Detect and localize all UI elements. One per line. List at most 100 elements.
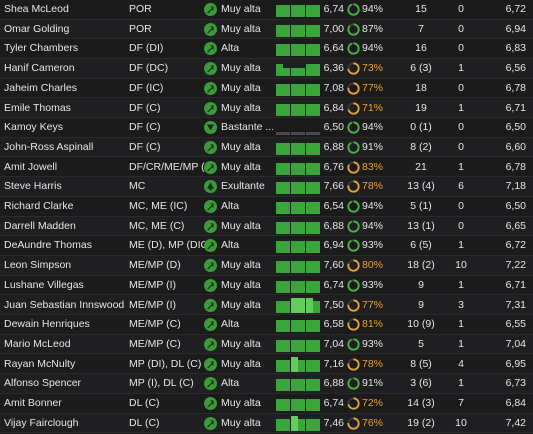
form-bar xyxy=(283,418,291,431)
appearances: 19 xyxy=(415,101,427,114)
player-name[interactable]: Omar Golding xyxy=(4,22,70,35)
season-rating: 7,18 xyxy=(505,180,526,193)
table-row[interactable]: Dewain Henriques ME/MP (C) Alta 6,58 81% 10 (… xyxy=(0,315,533,335)
appearances: 14 (3) xyxy=(407,397,435,409)
table-row[interactable]: DeAundre Thomas ME (D), MP (DIC) Alta 6,94 9… xyxy=(0,236,533,256)
table-row[interactable]: Amit Bonner DL (C) Muy alta 6,74 72% 14 (3) 7 6… xyxy=(0,394,533,414)
condition-ring-icon xyxy=(347,23,360,36)
table-row[interactable]: Mario McLeod ME/MP (C) Muy alta 7,04 93% 5 1 7,… xyxy=(0,334,533,355)
form-bar xyxy=(313,103,320,116)
form-bar xyxy=(305,142,313,155)
form-bar xyxy=(290,162,298,175)
player-position: MC xyxy=(129,180,146,193)
arrow-up-right-icon xyxy=(204,377,217,391)
player-name[interactable]: Hanif Cameron xyxy=(4,62,75,75)
average-rating: 7,66 xyxy=(323,180,344,193)
season-rating: 6,65 xyxy=(505,219,526,232)
form-bar xyxy=(290,24,298,37)
table-row[interactable]: Tyler Chambers DF (DI) Alta 6,64 94% 16 0 6,83 xyxy=(0,39,533,59)
player-position: MP (DI), DL (C) xyxy=(129,357,202,370)
appearances: 8 (5) xyxy=(410,357,432,370)
table-row[interactable]: Emile Thomas DF (C) Muy alta 6,84 71% 19 1 6,71 xyxy=(0,98,533,118)
average-rating: 6,74 xyxy=(323,278,344,291)
condition-percent: 72% xyxy=(362,397,384,409)
form-bar xyxy=(298,162,306,175)
player-name[interactable]: Amit Jowell xyxy=(4,160,58,173)
player-name[interactable]: Kamoy Keys xyxy=(4,121,63,134)
player-name[interactable]: John-Ross Aspinall xyxy=(4,140,94,153)
table-row[interactable]: Juan Sebastian Innswood ME/MP (I) Muy alta… xyxy=(0,295,533,315)
form-bar xyxy=(283,300,291,313)
form-bar xyxy=(305,103,313,116)
table-row[interactable]: John-Ross Aspinall DF (C) Muy alta 6,88 91% 8… xyxy=(0,137,533,158)
player-name[interactable]: Darrell Madden xyxy=(4,219,76,232)
goals: 1 xyxy=(458,377,464,390)
table-row[interactable]: Vijay Fairclough DL (C) Muy alta 7,46 76% 19 … xyxy=(0,413,533,434)
table-row[interactable]: Omar Golding POR Muy alta 7,00 87% 7 0 6,94 xyxy=(0,19,533,40)
average-rating: 6,64 xyxy=(323,42,344,55)
appearances: 13 (1) xyxy=(407,219,435,232)
form-bar xyxy=(276,142,283,155)
player-name[interactable]: Shea McLeod xyxy=(4,3,69,15)
form-bar xyxy=(313,300,320,313)
condition-ring-icon xyxy=(347,259,360,272)
table-row[interactable]: Richard Clarke MC, ME (IC) Alta 6,54 94% 5 (1… xyxy=(0,197,533,217)
average-rating: 6,36 xyxy=(323,62,344,75)
table-row[interactable]: Kamoy Keys DF (C) Bastante ... 6,50 94% 0 (1)… xyxy=(0,118,533,138)
player-name[interactable]: Mario McLeod xyxy=(4,337,71,350)
player-name[interactable]: Amit Bonner xyxy=(4,397,62,409)
condition-ring-icon xyxy=(347,180,360,193)
season-rating: 6,94 xyxy=(505,22,526,35)
table-row[interactable]: Amit Jowell DF/CR/ME/MP (D) Muy alta 6,76 83… xyxy=(0,158,533,178)
form-bar xyxy=(305,221,313,234)
average-rating: 6,76 xyxy=(323,160,344,173)
form-bar xyxy=(283,399,291,411)
form-bars xyxy=(276,22,320,37)
table-row[interactable]: Alfonso Spencer MP (I), DL (C) Alta 6,88 91%… xyxy=(0,374,533,394)
form-bar xyxy=(290,83,298,96)
condition-percent: 87% xyxy=(362,22,384,35)
player-name[interactable]: Vijay Fairclough xyxy=(4,416,79,429)
form-bar xyxy=(313,339,320,352)
player-name[interactable]: Leon Simpson xyxy=(4,259,72,272)
morale-label: Muy alta xyxy=(221,298,261,311)
form-bar xyxy=(276,399,283,411)
form-bar xyxy=(305,379,313,392)
season-rating: 7,42 xyxy=(505,416,526,429)
table-row[interactable]: Darrell Madden MC, ME (C) Muy alta 6,88 94% 1… xyxy=(0,216,533,237)
form-bar xyxy=(298,297,306,313)
appearances: 5 xyxy=(418,337,424,350)
player-name[interactable]: Emile Thomas xyxy=(4,101,71,114)
table-row[interactable]: Hanif Cameron DF (DC) Muy alta 6,36 73% 6 (3)… xyxy=(0,59,533,79)
form-bar xyxy=(313,379,320,392)
form-bar xyxy=(283,241,291,254)
form-bar xyxy=(290,142,298,155)
table-row[interactable]: Lushane Villegas ME/MP (I) Muy alta 6,74 93%… xyxy=(0,276,533,296)
appearances: 9 xyxy=(418,298,424,311)
player-name[interactable]: Steve Harris xyxy=(4,180,62,193)
arrow-up-right-icon xyxy=(204,357,217,371)
table-row[interactable]: Jaheim Charles DF (IC) Muy alta 7,08 77% 18 0 6… xyxy=(0,79,533,99)
player-name[interactable]: DeAundre Thomas xyxy=(4,239,92,252)
appearances: 21 xyxy=(415,160,427,173)
player-name[interactable]: Dewain Henriques xyxy=(4,318,90,331)
player-name[interactable]: Jaheim Charles xyxy=(4,81,77,94)
arrow-up-right-icon xyxy=(204,416,217,430)
table-row[interactable]: Rayan McNulty MP (DI), DL (C) Muy alta 7,16… xyxy=(0,355,533,375)
table-row[interactable]: Steve Harris MC Exultante 7,66 78% 13 (4) 6 7,1… xyxy=(0,177,533,197)
table-row[interactable]: Leon Simpson ME/MP (D) Muy alta 7,60 80% 18 (… xyxy=(0,256,533,276)
player-name[interactable]: Alfonso Spencer xyxy=(4,377,82,390)
player-name[interactable]: Rayan McNulty xyxy=(4,357,76,370)
player-name[interactable]: Juan Sebastian Innswood xyxy=(4,298,124,311)
player-name[interactable]: Richard Clarke xyxy=(4,200,74,212)
player-name[interactable]: Tyler Chambers xyxy=(4,42,79,55)
table-row[interactable]: Shea McLeod POR Muy alta 6,74 94% 15 0 6,72 xyxy=(0,0,533,20)
appearances: 7 xyxy=(418,22,424,35)
form-bars xyxy=(276,396,320,411)
player-name[interactable]: Lushane Villegas xyxy=(4,278,84,291)
form-bar xyxy=(313,241,320,254)
form-bar xyxy=(290,356,298,372)
form-bar xyxy=(283,182,291,195)
form-bar xyxy=(313,418,320,431)
